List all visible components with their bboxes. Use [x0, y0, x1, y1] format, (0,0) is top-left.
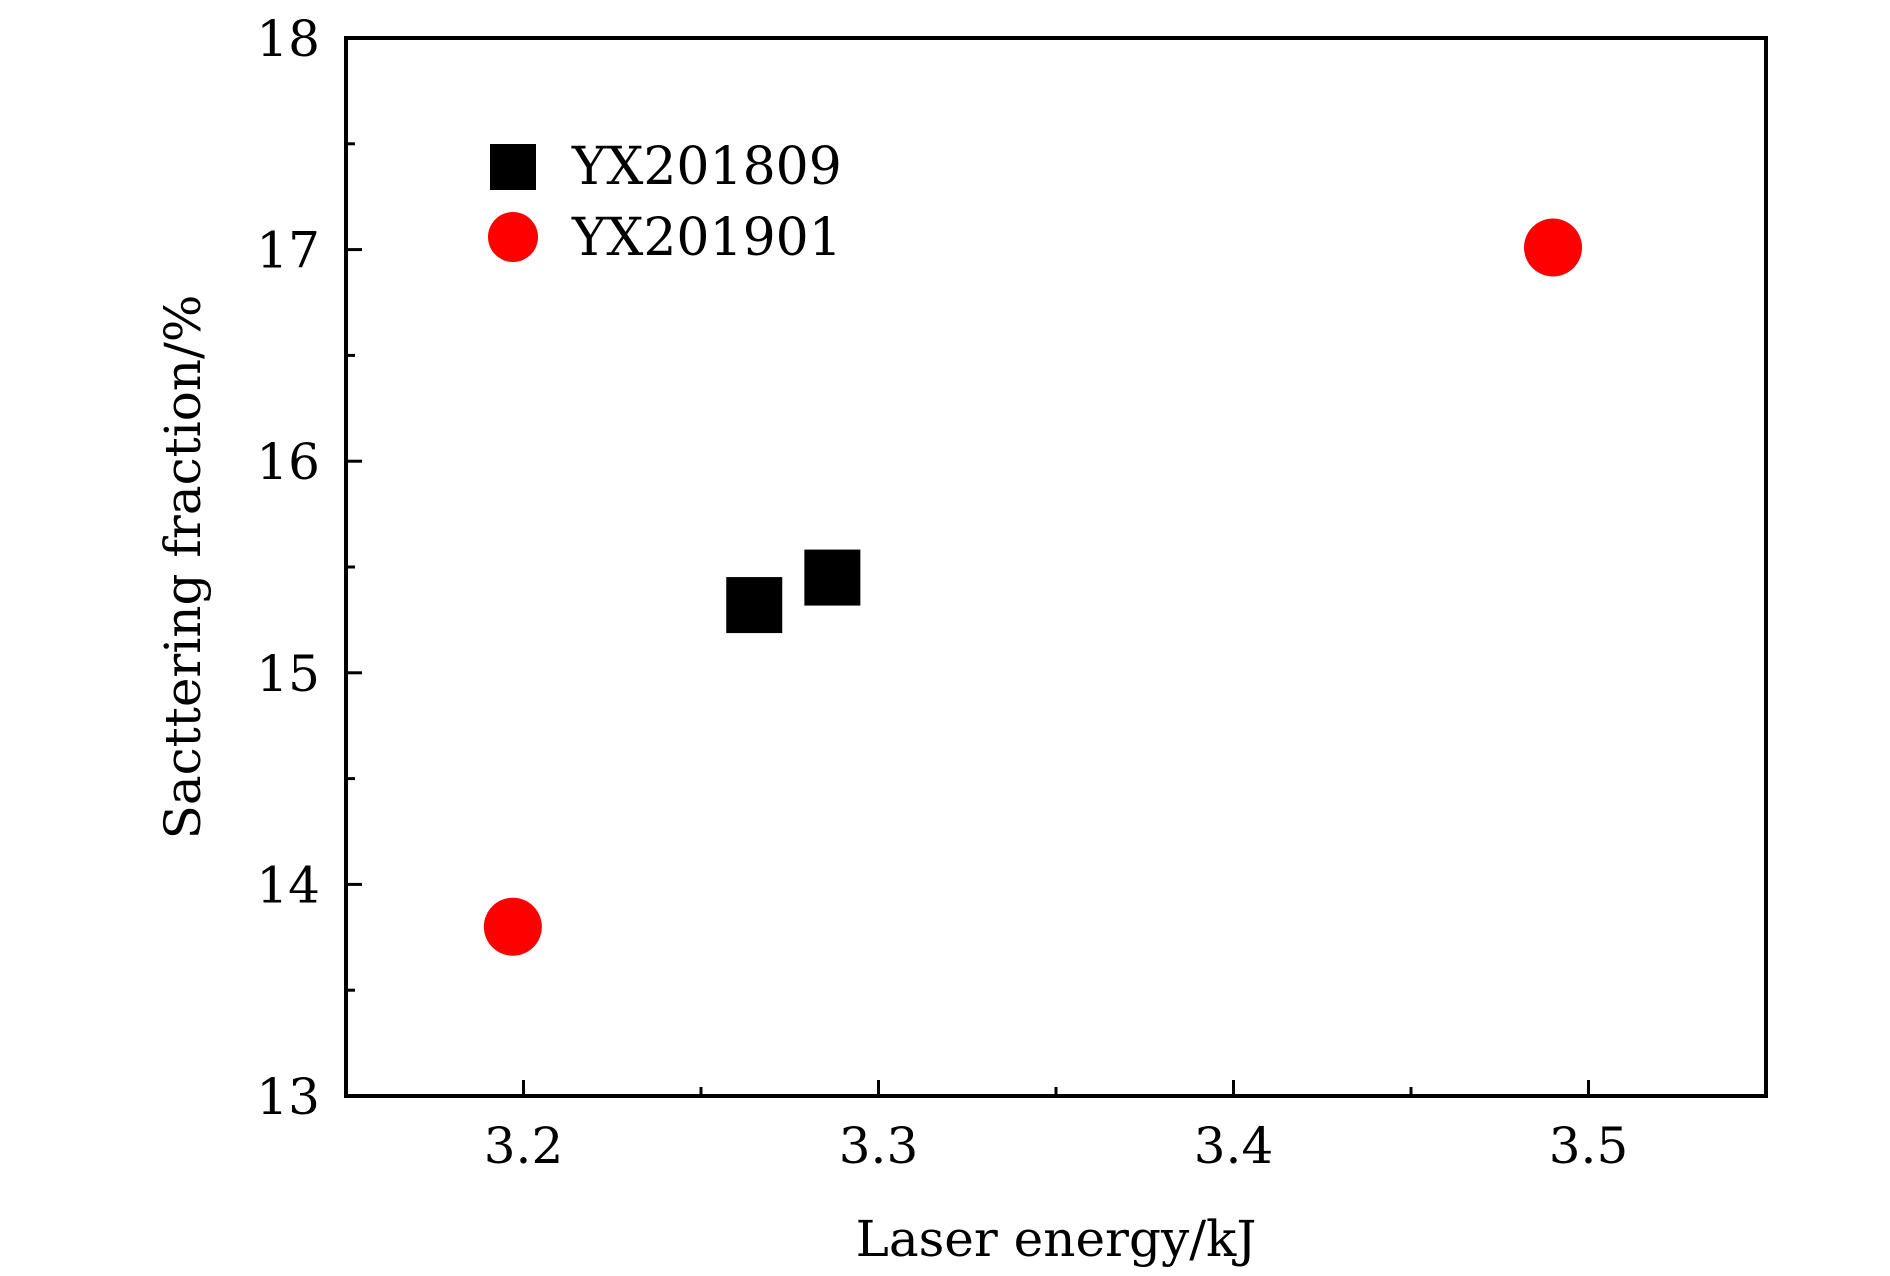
y-tick-label: 17: [256, 222, 320, 280]
y-axis-title: Sacttering fraction/%: [154, 295, 212, 840]
x-tick-label: 3.4: [1194, 1117, 1274, 1175]
y-tick-label: 14: [256, 856, 320, 914]
axis-tick-labels: 3.2 3.3 3.4 3.5 13 14 15 16 17 18: [256, 10, 1628, 1175]
y-tick-label: 18: [256, 10, 320, 68]
x-tick-label: 3.2: [484, 1117, 564, 1175]
data-points: [483, 218, 1582, 956]
plot-frame: [344, 36, 1768, 1098]
x-tick-label: 3.3: [839, 1117, 919, 1175]
data-point-square: [726, 577, 783, 634]
y-tick-label: 16: [256, 433, 320, 491]
data-point-circle: [1524, 218, 1582, 277]
data-point-circle: [483, 897, 542, 956]
data-point-square: [804, 549, 861, 606]
legend-marker-yx201901: [488, 212, 538, 262]
x-tick-label: 3.5: [1549, 1117, 1629, 1175]
y-tick-label: 13: [256, 1068, 320, 1126]
legend: YX201809 YX201901: [488, 137, 842, 268]
y-tick-label: 15: [256, 645, 320, 703]
legend-marker-yx201809: [490, 144, 536, 190]
legend-label-yx201809: YX201809: [571, 137, 842, 197]
x-axis-title: Laser energy/kJ: [856, 1210, 1257, 1268]
axis-ticks: [346, 36, 1590, 1098]
legend-label-yx201901: YX201901: [571, 208, 842, 268]
